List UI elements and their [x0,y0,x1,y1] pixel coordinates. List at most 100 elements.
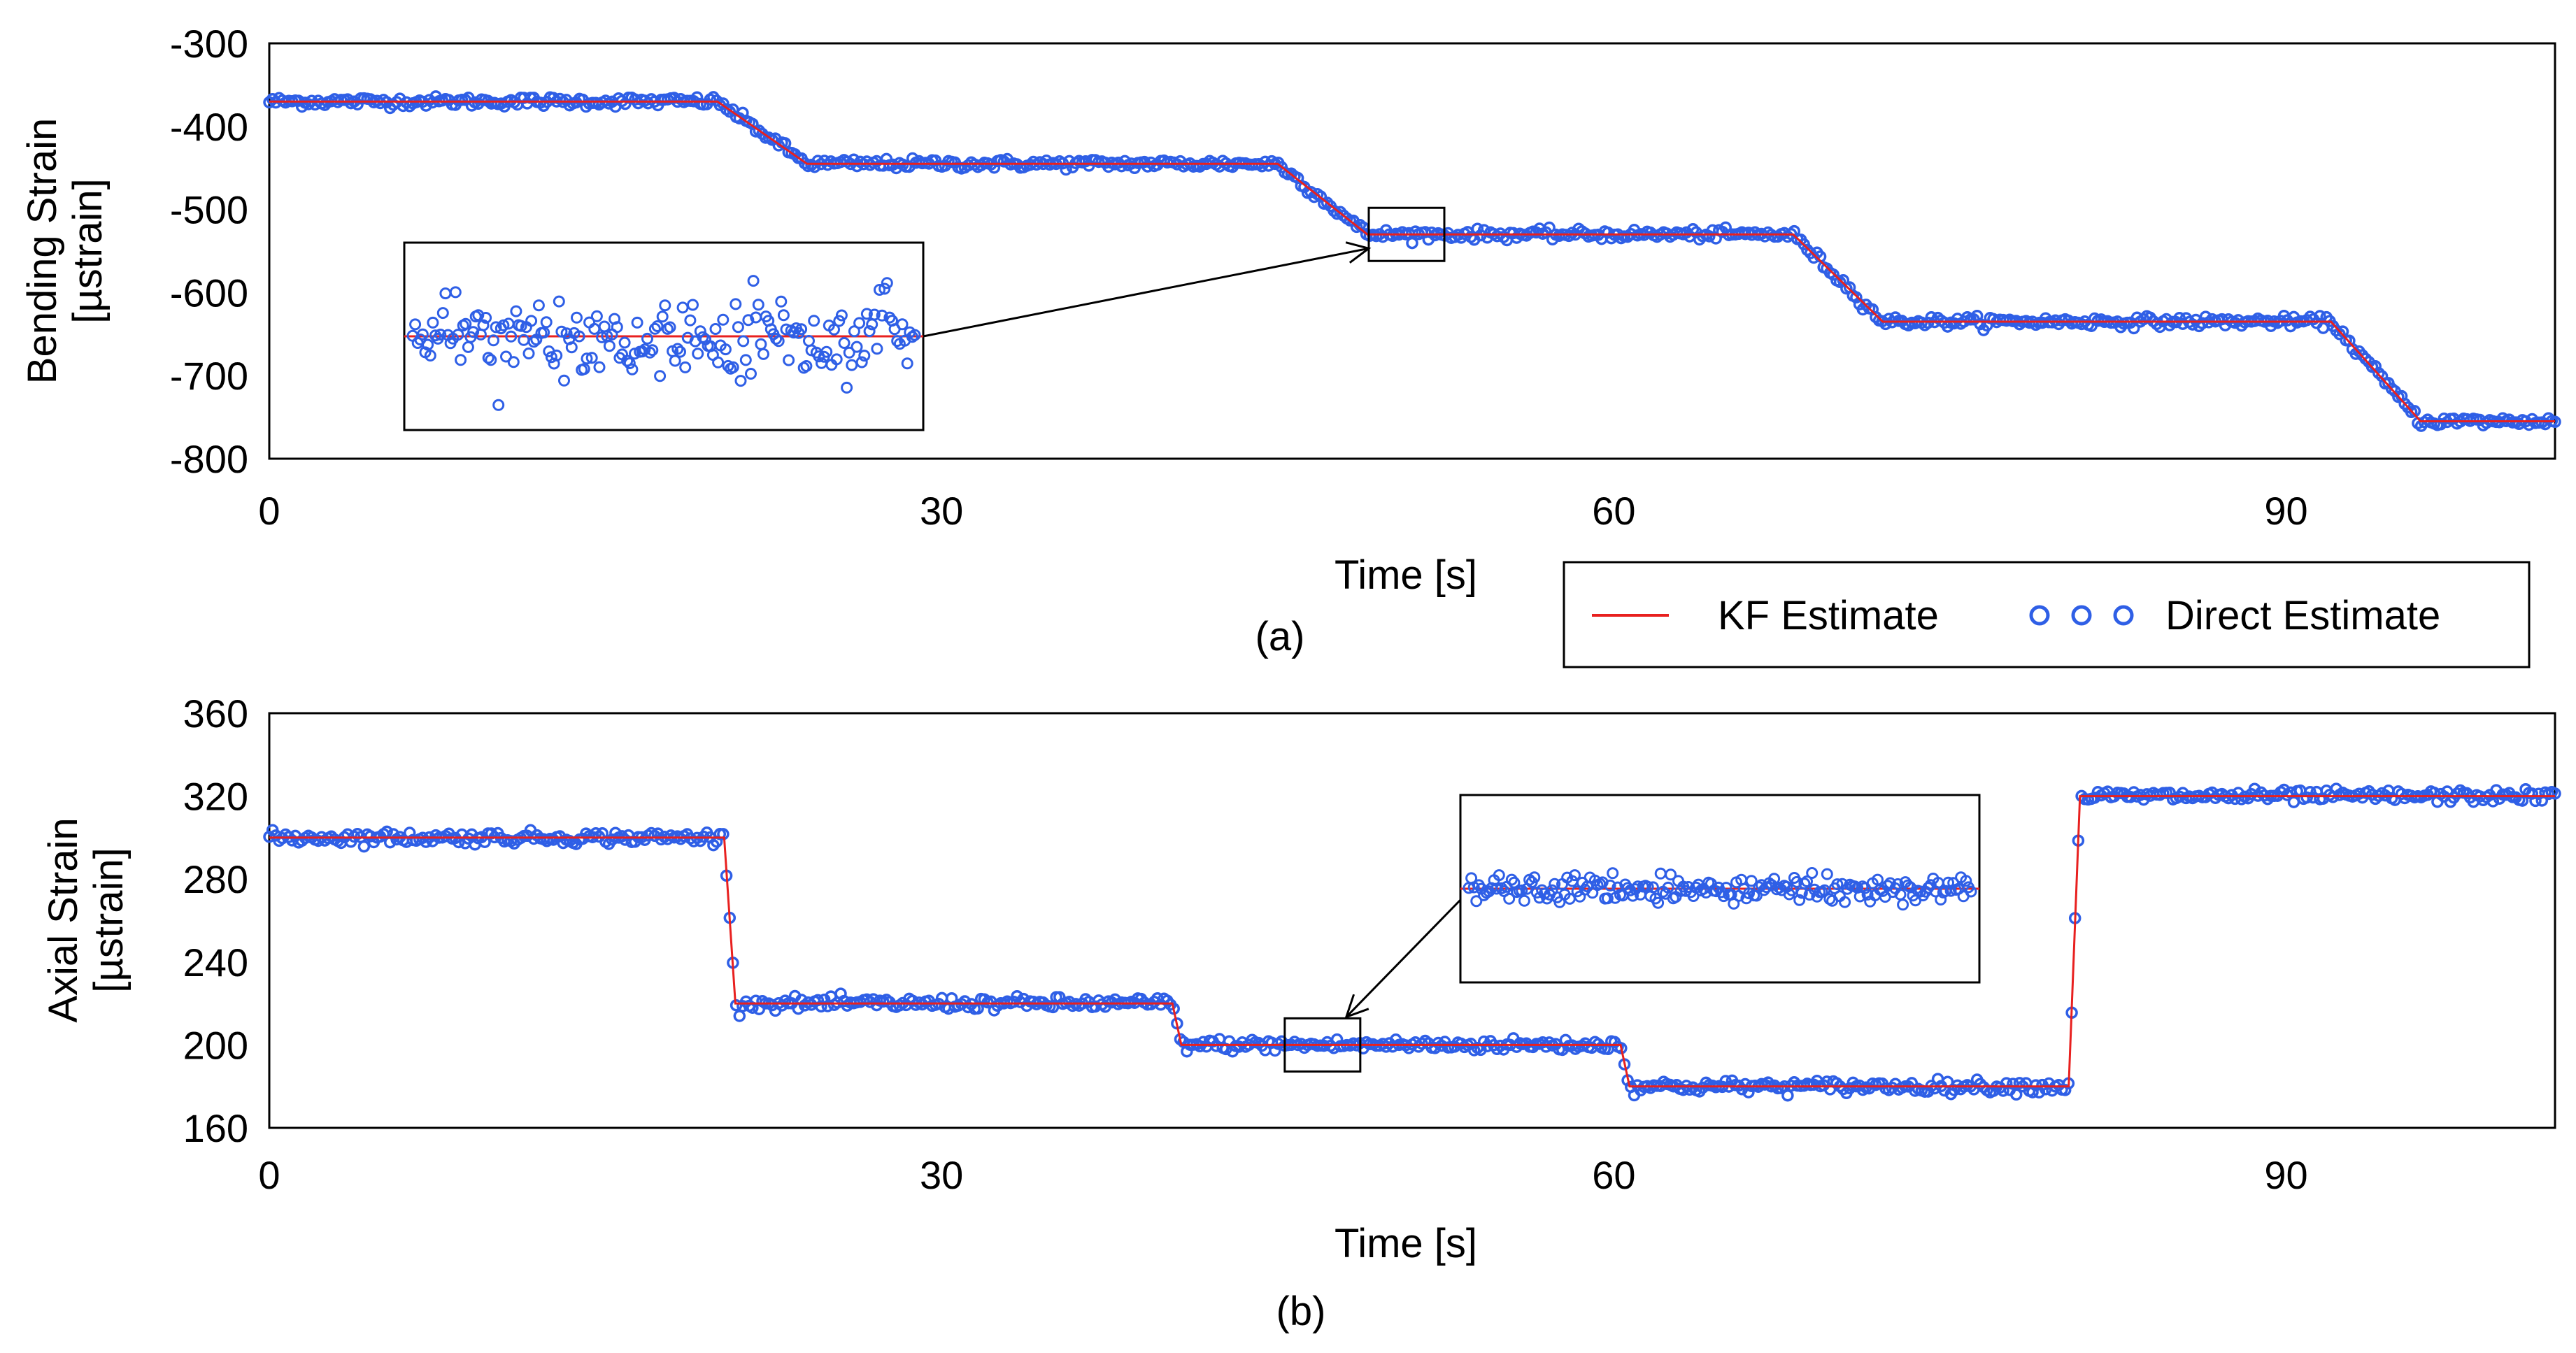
inset-direct-point [424,350,436,361]
inset-direct-point [515,320,527,332]
x-tick-label: 60 [1592,489,1635,533]
inset-direct-point [1470,895,1483,908]
inset-direct-point [1960,875,1972,887]
direct-estimate-point [988,161,1001,174]
inset-direct-point [573,330,585,343]
inset-direct-point [692,348,704,360]
direct-estimate-point [1406,236,1418,250]
y-tick-label: -600 [170,271,248,315]
inset-direct-point [1965,885,1977,898]
y-tick-labels: 360 320 280 240 200 160 [183,692,248,1150]
y-tick-labels: -300 -400 -500 -600 -700 -800 [170,22,248,481]
plot-area-frame [268,42,2556,460]
inset-direct-point [1652,896,1665,909]
inset-direct-point [858,350,871,362]
inset-direct-point [480,312,492,324]
direct-estimate-point [808,160,821,173]
inset-direct-point [674,345,686,358]
legend-direct-swatch [2029,605,2134,626]
y-tick-label: 360 [183,692,248,736]
inset-direct-point [881,277,893,289]
inset-direct-point [522,348,535,359]
y-tick-label: -800 [170,437,248,481]
inset-direct-point [752,299,764,311]
direct-estimate-point [2163,319,2176,331]
inset-direct-point [578,363,590,375]
inset-direct-point [460,317,472,330]
y-tick-label: 320 [183,775,248,819]
inset-direct-point [488,334,499,347]
inset-direct-point [808,315,820,327]
inset-direct-point [550,349,563,361]
y-tick-label: -500 [170,188,248,232]
inset-direct-point [560,327,573,340]
direct-estimate-point [619,97,632,110]
inset-direct-point [1516,885,1528,896]
legend-direct-label: Direct Estimate [2165,593,2440,638]
inset-direct-point [436,307,449,320]
inset-direct-point [747,275,760,287]
direct-estimate-point [2196,317,2209,330]
inset-direct-point [581,352,593,365]
inset-direct-point [558,374,570,387]
direct-estimate-point [2009,1088,2023,1101]
inset-direct-point [646,344,659,357]
direct-estimate-point [811,994,825,1007]
y-tick-label: 280 [183,857,248,901]
inset-direct-point [1569,869,1581,882]
inset-direct-point [679,361,692,373]
inset-direct-point [709,323,722,335]
inset-direct-point [745,368,757,380]
inset-direct-point [611,321,623,334]
inset-direct-point [618,336,631,349]
inset-direct-point [712,356,725,368]
inset-direct-point [757,348,769,360]
y-tick-label: -300 [170,22,248,66]
inset-direct-point [621,355,634,367]
inset-direct-point [734,375,747,387]
inset-direct-point [800,360,813,372]
inset-direct-point [1604,879,1616,892]
x-tick-label: 0 [258,1153,280,1197]
inset-direct-point [603,340,615,352]
inset-direct-point [820,345,833,358]
inset-direct-point [1831,878,1844,891]
inset-direct-point [626,363,639,375]
inset-direct-point [656,310,669,323]
inset-direct-point [878,282,891,295]
inset-direct-point [497,319,510,331]
inset-direct-point [1768,873,1781,885]
inset-direct-point [571,311,583,324]
inset-direct-point [841,381,853,394]
x-tick-labels: 0 30 60 90 [258,1153,2307,1197]
zoom-arrow-line [923,247,1369,338]
inset-direct-point [835,309,848,322]
inset-direct-point [871,343,883,355]
inset-direct-point [545,351,557,364]
y-tick-label: 160 [183,1106,248,1150]
inset-direct-point [553,295,565,308]
plot-area-frame [268,712,2556,1129]
inset-direct-point [669,355,681,367]
x-tick-label: 90 [2264,489,2307,533]
inset-direct-point [772,335,785,348]
x-tick-label: 30 [920,489,963,533]
inset-direct-point [739,354,752,366]
inset-direct-point [525,315,538,327]
inset-direct-point [1806,867,1819,879]
x-tick-label: 60 [1592,1153,1635,1197]
inset-direct-point [654,370,667,382]
inset-direct-point [694,325,706,338]
direct-estimate-point [818,993,831,1006]
y-tick-label: -700 [170,354,248,398]
inset-direct-point [532,299,545,312]
zoom-target-box [1283,1017,1362,1073]
zoom-inset [403,206,1446,431]
inset-direct-point [540,316,553,329]
inset-direct-point [565,341,578,354]
inset-direct-point [490,321,502,334]
direct-estimate-point [2128,322,2140,335]
inset-direct-point [1821,868,1833,880]
inset-direct-point [1662,881,1674,894]
